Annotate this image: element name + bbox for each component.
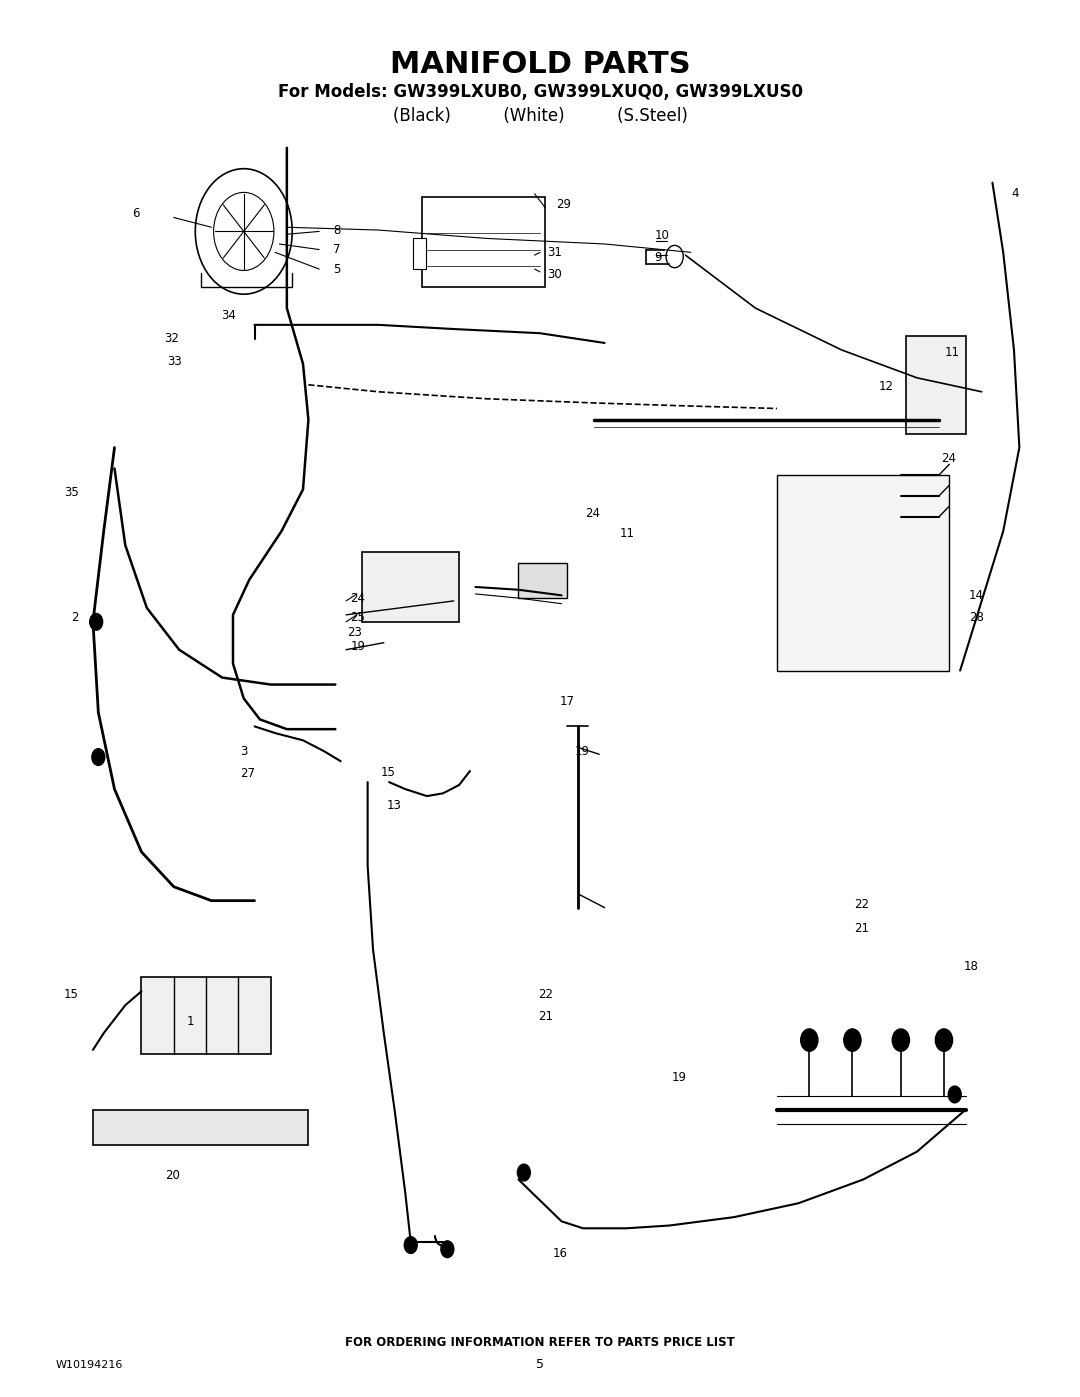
Circle shape xyxy=(800,1030,818,1051)
Text: 10: 10 xyxy=(654,229,670,242)
Text: 32: 32 xyxy=(164,332,179,345)
Circle shape xyxy=(517,1164,530,1180)
Text: For Models: GW399LXUB0, GW399LXUQ0, GW399LXUS0: For Models: GW399LXUB0, GW399LXUQ0, GW39… xyxy=(278,82,802,101)
Circle shape xyxy=(948,1085,961,1102)
Text: 3: 3 xyxy=(241,745,248,759)
Text: 27: 27 xyxy=(241,767,256,781)
FancyBboxPatch shape xyxy=(777,475,949,671)
Text: 14: 14 xyxy=(969,588,984,602)
Text: 11: 11 xyxy=(945,346,960,359)
Text: 24: 24 xyxy=(585,507,600,520)
FancyBboxPatch shape xyxy=(421,197,545,288)
Text: 21: 21 xyxy=(538,1010,553,1023)
Text: 17: 17 xyxy=(559,694,575,708)
Text: 11: 11 xyxy=(620,528,635,541)
Circle shape xyxy=(892,1030,909,1051)
Text: MANIFOLD PARTS: MANIFOLD PARTS xyxy=(390,50,690,78)
Text: 18: 18 xyxy=(963,960,978,972)
Text: 21: 21 xyxy=(854,922,869,935)
Text: 4: 4 xyxy=(1012,187,1020,200)
Text: 16: 16 xyxy=(553,1248,568,1260)
Text: 19: 19 xyxy=(351,640,365,654)
Text: 5: 5 xyxy=(536,1358,544,1372)
Text: 25: 25 xyxy=(351,610,365,624)
Text: 1: 1 xyxy=(187,1016,194,1028)
Text: 7: 7 xyxy=(333,243,340,256)
Text: 31: 31 xyxy=(548,246,563,258)
Text: 9: 9 xyxy=(654,251,662,264)
Text: 24: 24 xyxy=(351,591,365,605)
Circle shape xyxy=(92,749,105,766)
Text: (Black)          (White)          (S.Steel): (Black) (White) (S.Steel) xyxy=(392,106,688,124)
Text: 24: 24 xyxy=(941,453,956,465)
Text: 33: 33 xyxy=(167,355,183,367)
Text: 13: 13 xyxy=(387,799,402,812)
Text: 2: 2 xyxy=(71,610,79,624)
Text: 8: 8 xyxy=(333,224,340,236)
FancyBboxPatch shape xyxy=(518,563,567,598)
Text: 34: 34 xyxy=(221,309,237,321)
Text: 19: 19 xyxy=(672,1071,687,1084)
Text: 5: 5 xyxy=(333,263,340,275)
Text: 35: 35 xyxy=(64,486,79,499)
Text: 23: 23 xyxy=(348,626,362,640)
Text: 15: 15 xyxy=(380,766,395,780)
Text: 12: 12 xyxy=(878,380,893,393)
Circle shape xyxy=(843,1030,861,1051)
Circle shape xyxy=(404,1236,417,1253)
Text: W10194216: W10194216 xyxy=(55,1359,123,1370)
Text: 22: 22 xyxy=(538,988,553,1000)
Circle shape xyxy=(90,613,103,630)
Text: 30: 30 xyxy=(548,268,563,281)
Text: 6: 6 xyxy=(132,207,139,219)
Circle shape xyxy=(441,1241,454,1257)
FancyBboxPatch shape xyxy=(141,978,271,1053)
Text: 28: 28 xyxy=(969,610,984,624)
FancyBboxPatch shape xyxy=(362,552,459,622)
Circle shape xyxy=(935,1030,953,1051)
Text: 29: 29 xyxy=(556,198,571,211)
Text: 19: 19 xyxy=(575,745,590,759)
FancyBboxPatch shape xyxy=(906,337,966,433)
Text: FOR ORDERING INFORMATION REFER TO PARTS PRICE LIST: FOR ORDERING INFORMATION REFER TO PARTS … xyxy=(346,1336,734,1350)
Text: 22: 22 xyxy=(854,898,869,911)
Text: 15: 15 xyxy=(64,988,79,1000)
Text: 20: 20 xyxy=(165,1169,180,1182)
FancyBboxPatch shape xyxy=(413,239,426,270)
FancyBboxPatch shape xyxy=(93,1109,309,1144)
